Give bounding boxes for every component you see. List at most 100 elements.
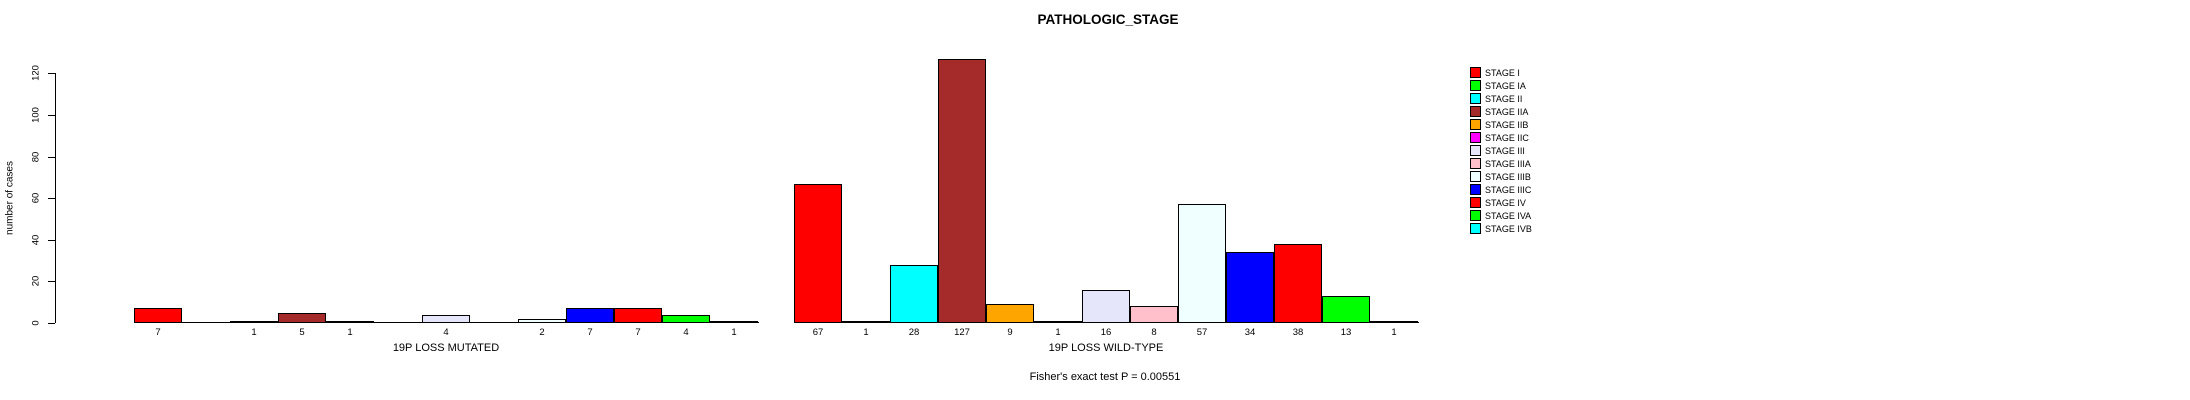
- legend-item-stage-iva: STAGE IVA: [1470, 209, 1532, 222]
- bar-g0-stage-iv: [614, 308, 662, 323]
- legend-label: STAGE IIC: [1485, 132, 1529, 143]
- bar-value-label: 1: [347, 327, 353, 338]
- y-axis-line: [55, 73, 56, 323]
- bar-g0-stage-ivb: [710, 321, 758, 323]
- legend-item-stage-iia: STAGE IIA: [1470, 105, 1532, 118]
- y-axis-tick-label: 60: [30, 192, 42, 204]
- legend-label: STAGE IIIC: [1485, 184, 1532, 195]
- bar-g0-stage-ii: [230, 321, 278, 323]
- bar-value-label: 127: [954, 327, 970, 338]
- fisher-test-annotation: Fisher's exact test P = 0.00551: [1029, 371, 1181, 383]
- bar-value-label: 5: [299, 327, 305, 338]
- y-axis-tick-label: 20: [30, 275, 42, 287]
- legend-label: STAGE IA: [1485, 80, 1526, 91]
- legend-item-stage-iiia: STAGE IIIA: [1470, 157, 1532, 170]
- bar-g1-stage-iv: [1274, 244, 1322, 323]
- legend-swatch-stage-ivb: [1470, 223, 1481, 234]
- bar-value-label: 7: [155, 327, 161, 338]
- legend-item-stage-iiic: STAGE IIIC: [1470, 183, 1532, 196]
- bar-value-label: 7: [635, 327, 641, 338]
- bar-g0-stage-iiib: [518, 319, 566, 323]
- legend-item-stage-iib: STAGE IIB: [1470, 118, 1532, 131]
- legend-item-stage-ia: STAGE IA: [1470, 79, 1532, 92]
- legend-label: STAGE IIB: [1485, 119, 1529, 130]
- bar-g1-stage-ii: [890, 265, 938, 323]
- legend-swatch-stage-iii: [1470, 145, 1481, 156]
- y-axis-tick-label: 0: [30, 320, 42, 326]
- legend-item-stage-ii: STAGE II: [1470, 92, 1532, 105]
- bar-g1-stage-ia: [842, 321, 890, 323]
- bar-value-label: 1: [863, 327, 869, 338]
- legend-swatch-stage-iiia: [1470, 158, 1481, 169]
- y-axis-tick: [48, 115, 55, 116]
- bar-g1-stage-iiic: [1226, 252, 1274, 323]
- legend-swatch-stage-ia: [1470, 80, 1481, 91]
- legend-swatch-stage-ii: [1470, 93, 1481, 104]
- legend-item-stage-i: STAGE I: [1470, 66, 1532, 79]
- legend-swatch-stage-iva: [1470, 210, 1481, 221]
- bar-value-label: 67: [812, 327, 824, 338]
- bar-g1-stage-iiib: [1178, 204, 1226, 323]
- chart-title: PATHOLOGIC_STAGE: [1037, 12, 1179, 27]
- x-axis-label-wild-type: 19P LOSS WILD-TYPE: [1048, 342, 1164, 354]
- y-axis-tick: [48, 198, 55, 199]
- legend-item-stage-iv: STAGE IV: [1470, 196, 1532, 209]
- x-axis-label-mutated: 19P LOSS MUTATED: [392, 342, 500, 354]
- bar-g1-stage-iic: [1034, 321, 1082, 323]
- legend-label: STAGE III: [1485, 145, 1525, 156]
- legend-label: STAGE IIIB: [1485, 171, 1531, 182]
- legend-swatch-stage-i: [1470, 67, 1481, 78]
- legend-label: STAGE IVB: [1485, 223, 1532, 234]
- legend-swatch-stage-iiib: [1470, 171, 1481, 182]
- bar-value-label: 1: [731, 327, 737, 338]
- bar-g0-stage-i: [134, 308, 182, 323]
- legend-label: STAGE IIIA: [1485, 158, 1531, 169]
- legend-label: STAGE IIA: [1485, 106, 1529, 117]
- legend-item-stage-iii: STAGE III: [1470, 144, 1532, 157]
- bar-g0-stage-iii: [422, 315, 470, 323]
- bar-g0-stage-iiic: [566, 308, 614, 323]
- bar-value-label: 4: [443, 327, 449, 338]
- legend-item-stage-iiib: STAGE IIIB: [1470, 170, 1532, 183]
- legend-swatch-stage-iiic: [1470, 184, 1481, 195]
- bar-g0-stage-iib: [326, 321, 374, 323]
- legend-item-stage-iic: STAGE IIC: [1470, 131, 1532, 144]
- legend-swatch-stage-iib: [1470, 119, 1481, 130]
- y-axis-tick: [48, 157, 55, 158]
- bar-g1-stage-iib: [986, 304, 1034, 323]
- bar-g0-stage-iia: [278, 313, 326, 323]
- y-axis-title: number of cases: [4, 161, 16, 235]
- legend-label: STAGE I: [1485, 67, 1520, 78]
- bar-g1-stage-iii: [1082, 290, 1130, 323]
- legend-label: STAGE II: [1485, 93, 1523, 104]
- bar-value-label: 1: [1055, 327, 1061, 338]
- bar-value-label: 13: [1340, 327, 1352, 338]
- bar-value-label: 57: [1196, 327, 1208, 338]
- bar-value-label: 34: [1244, 327, 1256, 338]
- legend-swatch-stage-iic: [1470, 132, 1481, 143]
- bar-value-label: 1: [1391, 327, 1397, 338]
- bar-value-label: 1: [251, 327, 257, 338]
- legend-swatch-stage-iia: [1470, 106, 1481, 117]
- legend: STAGE I STAGE IA STAGE II STAGE IIA STAGE II…: [1470, 66, 1532, 235]
- y-axis-tick-label: 120: [30, 65, 42, 81]
- bar-value-label: 2: [539, 327, 545, 338]
- y-axis-tick: [48, 73, 55, 74]
- bar-g1-stage-iia: [938, 59, 986, 323]
- bar-value-label: 8: [1151, 327, 1157, 338]
- legend-label: STAGE IVA: [1485, 210, 1532, 221]
- bar-g1-stage-iva: [1322, 296, 1370, 323]
- bar-value-label: 38: [1292, 327, 1304, 338]
- y-axis-tick-label: 40: [30, 234, 42, 246]
- y-axis-tick-label: 100: [30, 107, 42, 123]
- bar-g1-stage-ivb: [1370, 321, 1418, 323]
- y-axis-tick-label: 80: [30, 151, 42, 163]
- y-axis-tick: [48, 240, 55, 241]
- y-axis-tick: [48, 281, 55, 282]
- bar-value-label: 28: [908, 327, 920, 338]
- bar-value-label: 7: [587, 327, 593, 338]
- bar-value-label: 4: [683, 327, 689, 338]
- bar-value-label: 9: [1007, 327, 1013, 338]
- legend-label: STAGE IV: [1485, 197, 1526, 208]
